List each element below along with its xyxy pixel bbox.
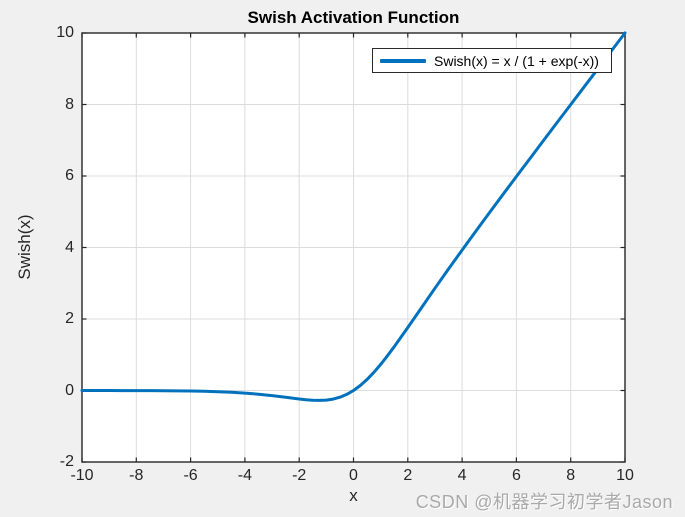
x-tick-label: -6 <box>183 467 198 484</box>
y-tick-label: 4 <box>65 238 74 256</box>
x-tick-label: 8 <box>566 467 576 484</box>
x-tick-label: 2 <box>403 467 413 484</box>
x-tick-label: 6 <box>511 467 521 484</box>
x-tick-label: 4 <box>457 467 467 484</box>
x-tick-label: -8 <box>129 467 144 484</box>
chart-title: Swish Activation Function <box>247 8 460 27</box>
y-axis-label: Swish(x) <box>15 214 34 280</box>
x-tick-label: 10 <box>616 467 634 484</box>
x-tick-label: -4 <box>237 467 252 484</box>
legend-line-sample <box>380 58 426 63</box>
x-tick-label: -10 <box>70 467 94 484</box>
y-tick-label: 2 <box>65 310 74 327</box>
legend-label: Swish(x) = x / (1 + exp(-x)) <box>434 52 599 69</box>
swish-curve <box>80 31 627 402</box>
x-axis-label: x <box>349 486 358 505</box>
watermark: CSDN @机器学习初学者Jason <box>415 492 673 512</box>
y-tick-label: -2 <box>59 453 74 470</box>
y-tick-label: 8 <box>65 95 74 113</box>
legend: Swish(x) = x / (1 + exp(-x)) <box>372 48 612 73</box>
x-tick-label: 0 <box>349 467 358 484</box>
y-tick-label: 6 <box>65 167 74 184</box>
x-tick-label: -2 <box>292 467 307 484</box>
y-tick-label: 0 <box>65 381 74 399</box>
y-tick-label: 10 <box>56 24 74 41</box>
axis-box <box>81 32 626 463</box>
